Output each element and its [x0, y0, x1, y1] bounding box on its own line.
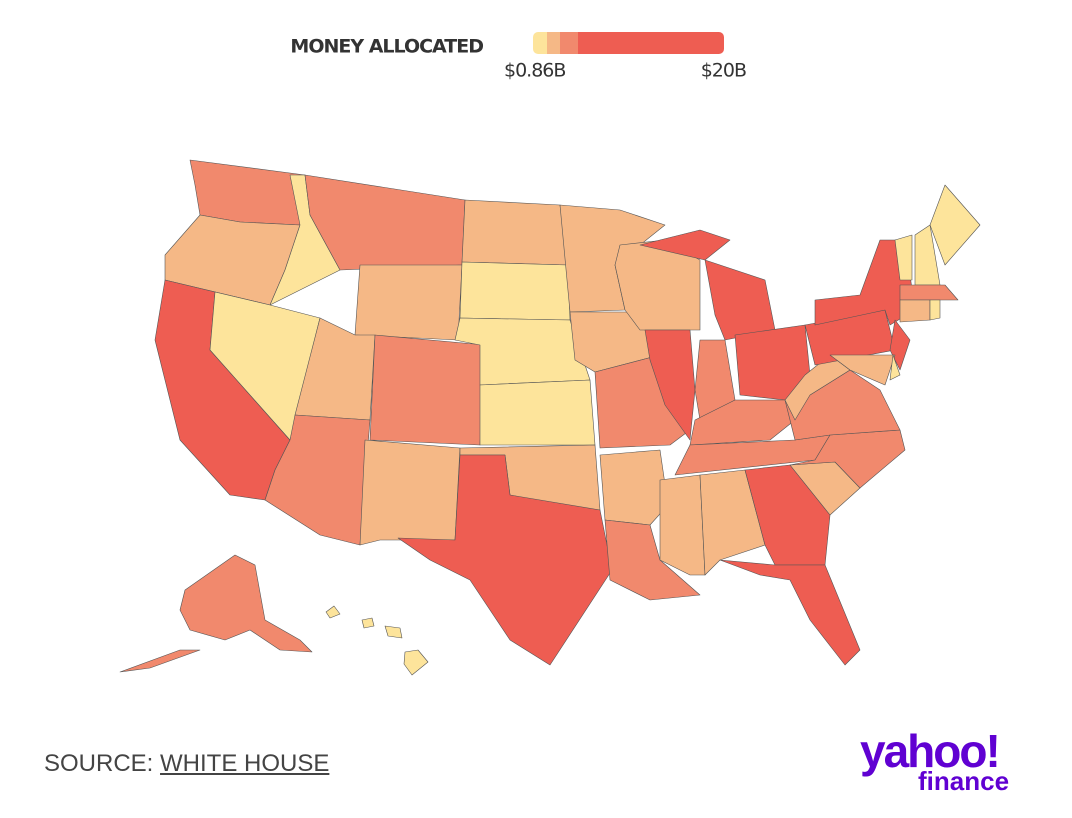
state: [699, 469, 766, 576]
state: [384, 625, 403, 639]
state: [899, 299, 931, 323]
state: [403, 649, 429, 676]
state: [479, 379, 596, 446]
state: [659, 474, 706, 576]
state: [644, 329, 696, 441]
map: MONEY ALLOCATED $0.86B $20B: [119, 32, 981, 676]
legend-swatch: [560, 32, 579, 54]
state: [899, 284, 959, 301]
state: [361, 617, 375, 629]
state: [604, 519, 701, 601]
state: [179, 554, 313, 653]
source: SOURCE: WHITE HOUSE: [44, 750, 329, 778]
state: [889, 354, 901, 381]
legend-title: MONEY ALLOCATED: [290, 36, 483, 58]
state: [929, 299, 941, 321]
state: [369, 334, 486, 446]
states: [119, 159, 981, 676]
state: [929, 184, 981, 266]
state: [461, 199, 569, 266]
source-prefix: SOURCE:: [44, 750, 154, 777]
legend-swatch: [539, 32, 547, 54]
legend-swatch: [578, 32, 588, 54]
legend-label: $20B: [701, 60, 746, 82]
state: [325, 605, 341, 619]
logo: yahoo! finance: [860, 728, 1009, 794]
state: [189, 159, 306, 226]
state: [599, 449, 669, 526]
logo-brand: yahoo!: [860, 725, 1001, 777]
state: [459, 261, 571, 321]
state: [704, 259, 776, 341]
legend-swatch: [545, 32, 561, 54]
legend-swatch: [578, 32, 724, 54]
state: [894, 234, 913, 281]
state: [719, 559, 861, 666]
state: [829, 354, 896, 386]
state: [119, 649, 201, 673]
state: [397, 454, 613, 666]
source-link[interactable]: WHITE HOUSE: [160, 750, 330, 777]
logo-product: finance: [918, 766, 1010, 796]
state: [639, 229, 731, 261]
state: [889, 319, 911, 371]
state: [294, 317, 376, 421]
state: [354, 264, 463, 341]
legend-label: $0.86B: [504, 60, 565, 82]
state: [359, 439, 461, 546]
